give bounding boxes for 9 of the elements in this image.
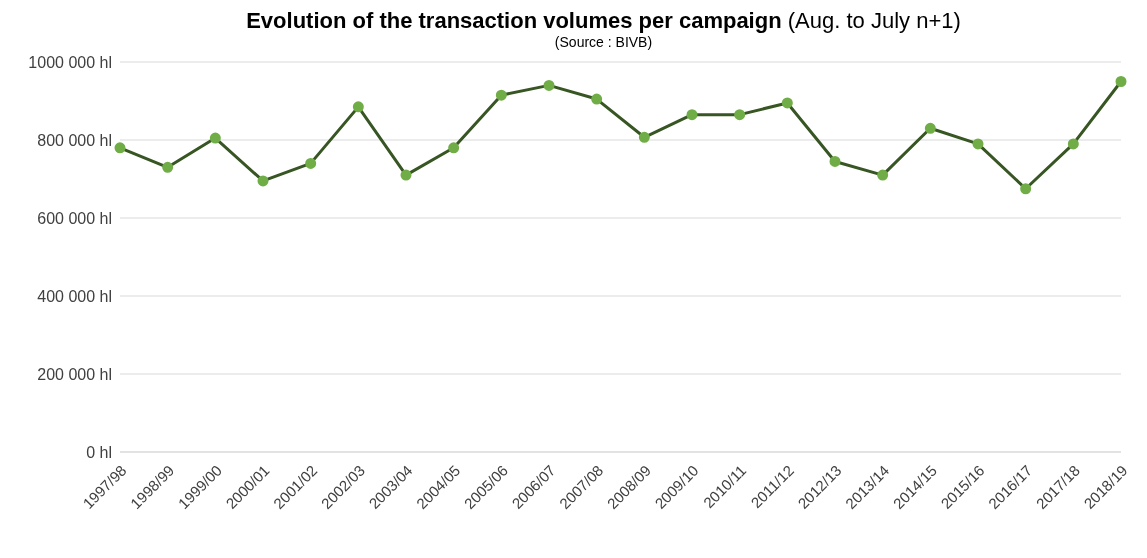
y-tick-label: 600 000 hl bbox=[37, 209, 112, 227]
y-tick-label: 1000 000 hl bbox=[28, 53, 112, 71]
y-tick-label: 0 hl bbox=[86, 443, 112, 461]
y-tick-label: 400 000 hl bbox=[37, 287, 112, 305]
chart-title: Evolution of the transaction volumes per campaign bbox=[246, 8, 782, 33]
text: (Source : BIVB) bbox=[553, 34, 654, 50]
y-tick-label: 800 000 hl bbox=[37, 131, 112, 149]
chart-subtitle: (Aug. to July n+1) bbox=[786, 8, 961, 33]
y-tick-label: 200 000 hl bbox=[37, 365, 112, 383]
